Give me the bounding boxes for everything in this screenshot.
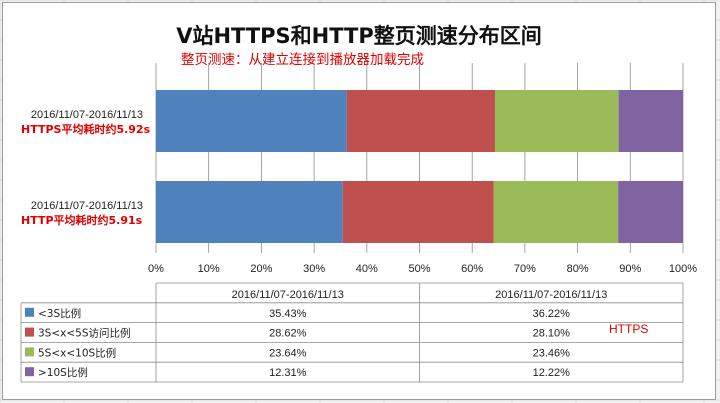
legend-label: 5S<x<10S比例 [38,346,116,359]
x-tick-label: 60% [461,263,483,275]
bar-segment [494,90,619,152]
category-label: 2016/11/07-2016/11/13 [31,200,143,212]
legend-swatch [25,307,34,317]
table-cell: 36.22% [533,308,571,320]
chart-title: V站HTTPS和HTTP整页测速分布区间 [176,24,542,48]
data-table: 2016/11/07-2016/11/13 2016/11/07-2016/11/… [20,282,684,383]
x-tick-label: 90% [619,263,641,275]
bar-segment [156,181,343,243]
chart-canvas: V站HTTPS和HTTP整页测速分布区间 整页测速：从建立连接到播放器加载完成 … [20,24,697,383]
category-label: 2016/11/07-2016/11/13 [31,109,143,121]
legend-swatch [25,367,34,377]
table-cell: 35.43% [269,308,307,320]
plot-area: 0% 10% 20% 30% 40% 50% 60% 70% 80% 90% 100% 2016/11… [21,63,697,275]
table-cell: 12.22% [533,367,571,379]
bar-segment [156,90,347,152]
bar-segment [493,181,619,243]
chart-subtitle: 整页测速：从建立连接到播放器加载完成 [181,51,424,68]
table-header: 2016/11/07-2016/11/13 [232,289,344,301]
table-cell: 23.46% [533,347,571,359]
table-cell: 28.10% [533,328,571,340]
category-sublabel: HTTP平均耗时约5.91s [21,213,143,227]
category-sublabel: HTTPS平均耗时约5.92s [21,122,151,136]
bar-segment [618,181,683,243]
x-tick-label: 0% [148,263,164,275]
x-tick-label: 10% [198,263,220,275]
annotation-https: HTTPS [609,322,648,336]
bar-segment [342,181,494,243]
table-cell: 12.31% [269,367,307,379]
table-cell: 23.64% [269,347,307,359]
x-tick-label: 100% [669,263,697,275]
legend-swatch [25,347,34,357]
x-tick-label: 20% [250,263,272,275]
bar-segment [618,90,683,152]
bar-segment [346,90,495,152]
chart-area[interactable]: V站HTTPS和HTTP整页测速分布区间 整页测速：从建立连接到播放器加载完成 … [2,2,716,400]
legend-label: 3S<x<5S访问比例 [38,327,131,340]
table-cell: 28.62% [269,328,307,340]
x-tick-label: 30% [303,263,325,275]
x-tick-label: 70% [514,263,536,275]
legend-label: >10S比例 [38,366,88,379]
x-tick-label: 40% [356,263,378,275]
legend-label: <3S比例 [38,307,81,320]
x-tick-label: 50% [408,263,430,275]
table-header: 2016/11/07-2016/11/13 [495,289,607,301]
x-tick-label: 80% [567,263,589,275]
legend-swatch [25,327,34,337]
